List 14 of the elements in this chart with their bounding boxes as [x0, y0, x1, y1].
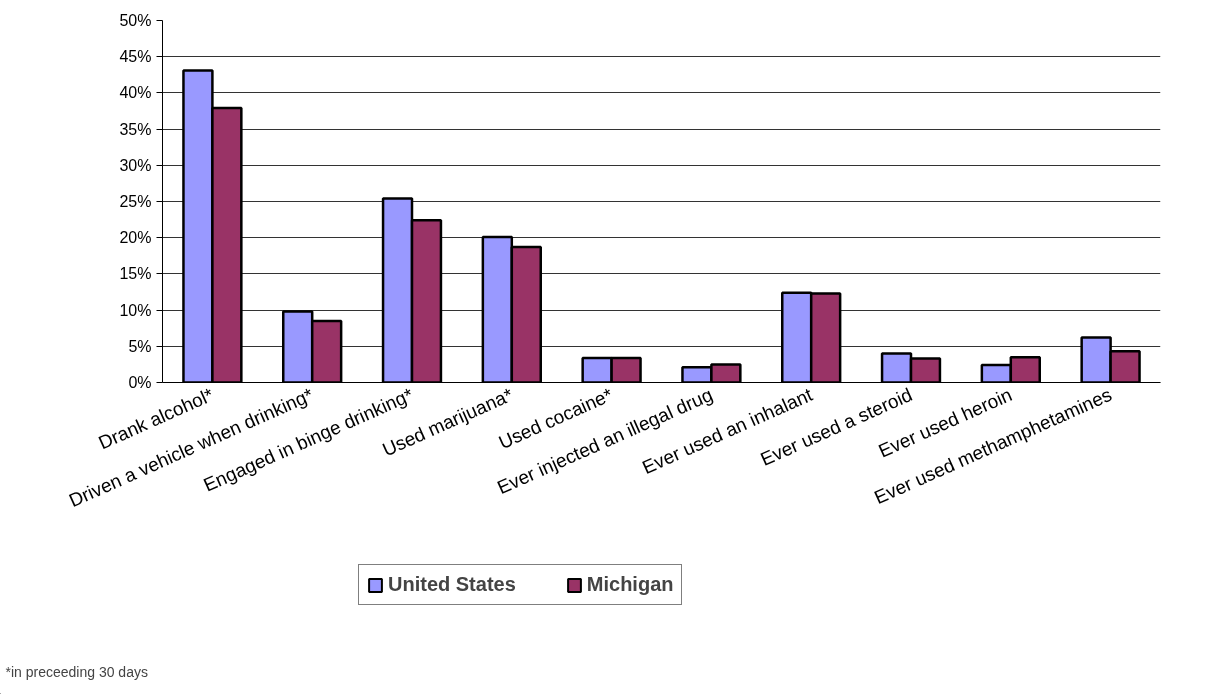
legend-label: Michigan: [586, 573, 674, 596]
y-tick-label: 30%: [119, 156, 152, 174]
y-tick-label: 20%: [119, 229, 152, 247]
y-tick-label: 10%: [119, 301, 152, 319]
y-tick-label: 40%: [119, 84, 152, 102]
y-tick-label: 15%: [119, 265, 152, 283]
legend-label: United States: [388, 573, 516, 596]
text: *in preceeding 30 days: [5, 663, 148, 680]
y-tick-label: 45%: [119, 48, 152, 66]
y-tick-label: 25%: [119, 193, 152, 210]
y-tick-label: 35%: [119, 120, 152, 138]
y-tick-label: 50%: [119, 12, 152, 29]
y-tick-label: 0%: [128, 374, 152, 391]
y-tick-label: 5%: [128, 337, 152, 355]
